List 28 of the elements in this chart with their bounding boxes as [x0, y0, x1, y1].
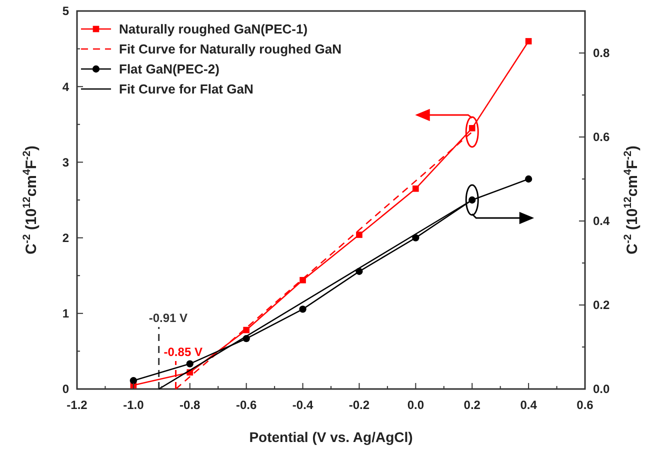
y2-tick-label: 0.2 [593, 298, 610, 312]
x-tick-label: -0.6 [236, 398, 257, 412]
y-tick-label: 1 [62, 306, 70, 321]
x-tick-label: 0.0 [407, 398, 424, 412]
y-tick-label: 3 [62, 155, 70, 170]
x-tick-label: -0.4 [292, 398, 314, 412]
x-tick-label: -1.2 [66, 398, 88, 412]
x-tick-label: 0.2 [464, 398, 481, 412]
y2-tick-label: 0.8 [593, 46, 610, 60]
ref-line-label: -0.91 V [148, 311, 188, 325]
y2-tick-label: 0.0 [593, 382, 610, 396]
y-tick-label: 0 [62, 382, 70, 396]
x-tick-label: -0.8 [180, 398, 201, 412]
x-tick-label: 0.6 [576, 398, 594, 412]
y-tick-label: 4 [62, 80, 70, 94]
x-tick-label: 0.4 [520, 398, 538, 412]
legend-label: Naturally roughed GaN(PEC-1) [119, 22, 308, 37]
y-tick-label: 2 [62, 231, 70, 245]
x-tick-label: -0.2 [348, 398, 370, 412]
legend-label: Fit Curve for Naturally roughed GaN [119, 42, 342, 57]
legend-label: Flat GaN(PEC-2) [119, 62, 220, 77]
x-axis-title: Potential (V vs. Ag/AgCl) [249, 429, 413, 445]
x-tick-label: -1.0 [123, 398, 144, 412]
y-tick-label: 5 [62, 4, 70, 18]
ref-line-label: -0.85 V [164, 345, 202, 359]
y2-tick-label: 0.6 [593, 130, 610, 144]
y2-tick-label: 0.4 [593, 214, 610, 228]
legend-label: Fit Curve for Flat GaN [119, 82, 254, 97]
